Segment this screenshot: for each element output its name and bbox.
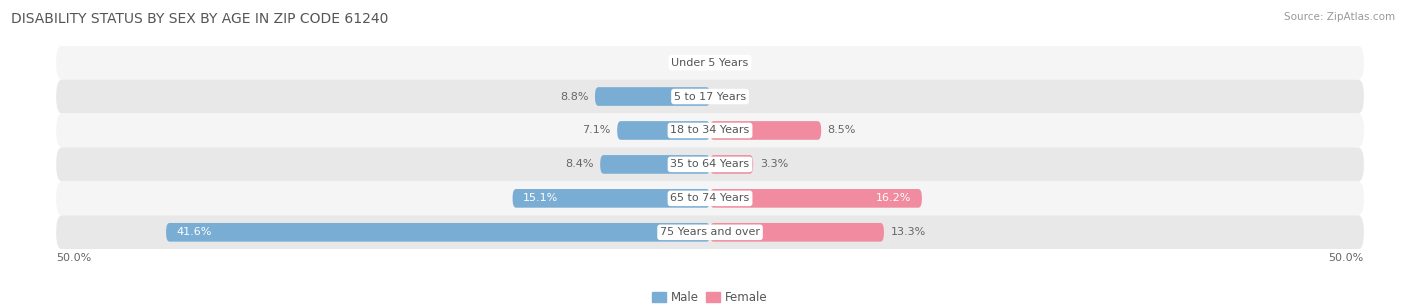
Text: 16.2%: 16.2% <box>876 193 911 203</box>
FancyBboxPatch shape <box>513 189 710 208</box>
FancyBboxPatch shape <box>710 121 821 140</box>
FancyBboxPatch shape <box>56 181 1364 215</box>
FancyBboxPatch shape <box>710 223 884 242</box>
FancyBboxPatch shape <box>56 80 1364 113</box>
Text: 65 to 74 Years: 65 to 74 Years <box>671 193 749 203</box>
Text: 50.0%: 50.0% <box>1329 253 1364 263</box>
FancyBboxPatch shape <box>710 189 922 208</box>
FancyBboxPatch shape <box>600 155 710 174</box>
Text: 18 to 34 Years: 18 to 34 Years <box>671 126 749 136</box>
Text: 5 to 17 Years: 5 to 17 Years <box>673 92 747 102</box>
FancyBboxPatch shape <box>617 121 710 140</box>
Text: Under 5 Years: Under 5 Years <box>672 57 748 67</box>
Text: DISABILITY STATUS BY SEX BY AGE IN ZIP CODE 61240: DISABILITY STATUS BY SEX BY AGE IN ZIP C… <box>11 12 388 26</box>
Text: 41.6%: 41.6% <box>177 227 212 237</box>
FancyBboxPatch shape <box>56 147 1364 181</box>
FancyBboxPatch shape <box>166 223 710 242</box>
Text: 8.5%: 8.5% <box>828 126 856 136</box>
Text: Source: ZipAtlas.com: Source: ZipAtlas.com <box>1284 12 1395 22</box>
Text: 0.0%: 0.0% <box>717 92 745 102</box>
FancyBboxPatch shape <box>56 46 1364 80</box>
Text: 8.8%: 8.8% <box>560 92 589 102</box>
Legend: Male, Female: Male, Female <box>648 286 772 304</box>
Text: 13.3%: 13.3% <box>890 227 925 237</box>
Text: 75 Years and over: 75 Years and over <box>659 227 761 237</box>
Text: 50.0%: 50.0% <box>56 253 91 263</box>
FancyBboxPatch shape <box>710 155 754 174</box>
Text: 15.1%: 15.1% <box>523 193 558 203</box>
Text: 0.0%: 0.0% <box>675 57 703 67</box>
Text: 35 to 64 Years: 35 to 64 Years <box>671 159 749 169</box>
Text: 8.4%: 8.4% <box>565 159 593 169</box>
FancyBboxPatch shape <box>595 87 710 106</box>
FancyBboxPatch shape <box>56 113 1364 147</box>
Text: 0.0%: 0.0% <box>717 57 745 67</box>
Text: 3.3%: 3.3% <box>759 159 787 169</box>
Text: 7.1%: 7.1% <box>582 126 610 136</box>
FancyBboxPatch shape <box>56 215 1364 249</box>
